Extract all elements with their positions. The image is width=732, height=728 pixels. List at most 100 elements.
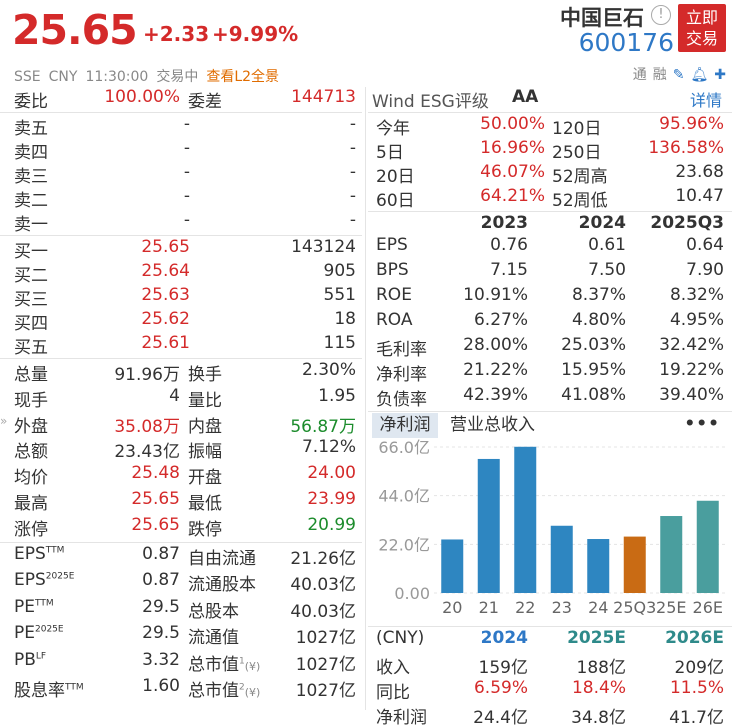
stat-row: 最高 25.65 最低 23.99 xyxy=(0,489,362,515)
ask-list: 卖五 - - 卖四 - - 卖三 - - 卖二 - - 卖一 - - xyxy=(0,114,362,235)
rong-icon[interactable]: 融 xyxy=(652,67,667,83)
valuation-row: PETTM 29.5 总股本 40.03亿 xyxy=(0,597,362,624)
forecast-row: 净利润 24.4亿 34.8亿 41.7亿 xyxy=(368,703,732,728)
ask-price: - xyxy=(183,162,190,182)
profit-bar[interactable] xyxy=(587,539,610,593)
financials-value: 32.42% xyxy=(659,335,724,355)
profit-bar[interactable] xyxy=(550,525,573,593)
trade-button-line2: 交易 xyxy=(685,29,718,48)
financials-label: 负债率 xyxy=(376,390,427,410)
return-value: 10.47 xyxy=(675,186,724,206)
return-label: 5日 xyxy=(376,143,404,163)
valuation-label-text: EPS xyxy=(14,570,46,591)
financials-label: ROA xyxy=(376,310,413,330)
ask-qty: - xyxy=(349,186,356,206)
stat-value: 35.08万 xyxy=(114,416,180,437)
forecast-row: 收入 159亿 188亿 209亿 xyxy=(368,653,732,678)
return-value: 50.00% xyxy=(480,114,545,134)
tab-revenue[interactable]: 营业总收入 xyxy=(450,415,535,435)
stat-label: 量比 xyxy=(188,390,222,411)
divider xyxy=(368,211,732,212)
financials-year: 2025Q3 xyxy=(650,213,724,233)
stock-code: 600176 xyxy=(578,28,674,57)
stock-name: 中国巨石 xyxy=(560,6,644,30)
return-row: 今年 50.00% 120日 95.96% xyxy=(368,114,732,139)
valuation-value: 40.03亿 xyxy=(290,601,356,622)
forecast-value: 41.7亿 xyxy=(669,708,724,728)
financials-value: 8.32% xyxy=(669,285,724,305)
quote-iconbar: 通融 ✎ 🔔︎ ✚ xyxy=(627,64,726,84)
ask-row: 卖三 - - xyxy=(0,162,362,187)
tab-net-profit[interactable]: 净利润 xyxy=(372,413,438,438)
return-label: 52周高 xyxy=(552,167,608,187)
exchange-label: SSE xyxy=(14,69,41,85)
l2-link[interactable]: 查看L2全景 xyxy=(206,69,280,85)
valuation-value: 0.87 xyxy=(142,570,180,591)
quote-subline: SSE CNY 11:30:00 交易中 查看L2全景 xyxy=(14,66,287,86)
stat-label: 总额 xyxy=(14,442,48,463)
profit-bar[interactable] xyxy=(660,516,683,593)
divider xyxy=(0,235,362,236)
tong-icon[interactable]: 通 xyxy=(632,67,647,83)
valuation-label-sup: TTM xyxy=(65,682,84,693)
edit-icon[interactable]: ✎ xyxy=(672,67,685,83)
bid-qty: 18 xyxy=(334,309,356,329)
trade-button-line1: 立即 xyxy=(685,8,718,27)
return-label: 今年 xyxy=(376,119,410,139)
valuation-label: 自由流通 xyxy=(188,544,256,569)
stat-label: 外盘 xyxy=(14,416,48,437)
forecast-year: 2025E xyxy=(567,628,626,648)
forecast-header: (CNY) 2024 2025E 2026E xyxy=(368,628,732,653)
info-icon[interactable]: ! xyxy=(651,5,671,25)
forecast-value: 34.8亿 xyxy=(571,708,626,728)
forecast-year: 2024 xyxy=(480,628,528,648)
valuation-label-sup: TTM xyxy=(35,597,54,608)
return-label: 120日 xyxy=(552,119,602,139)
ratio-label: 委比 xyxy=(14,92,48,112)
stat-row: 现手 4 量比 1.95 xyxy=(0,386,362,412)
valuation-label: 总市值2(¥) xyxy=(188,676,260,701)
trade-now-button[interactable]: 立即 交易 xyxy=(678,4,726,52)
valuation-row: PE2025E 29.5 流通值 1027亿 xyxy=(0,623,362,650)
valuation-label-text: PE xyxy=(14,623,35,644)
x-tick-label: 26E xyxy=(693,598,723,617)
left-panel: 委比 100.00% 委差 144713 卖五 - - 卖四 - - 卖三 - - 卖二 - - 卖一 -… xyxy=(0,87,362,703)
stat-value: 25.65 xyxy=(131,514,180,535)
expand-arrow-icon[interactable]: » xyxy=(0,414,8,428)
stat-row: 均价 25.48 开盘 24.00 xyxy=(0,463,362,489)
bid-price: 25.63 xyxy=(141,285,190,305)
y-tick-label: 22.0亿 xyxy=(378,535,430,554)
forecast-year: 2026E xyxy=(665,628,724,648)
return-value: 46.07% xyxy=(480,162,545,182)
valuation-label: PE2025E xyxy=(14,623,64,643)
divider xyxy=(0,112,362,113)
add-icon[interactable]: ✚ xyxy=(714,67,726,83)
more-icon[interactable]: ••• xyxy=(684,414,720,434)
esg-label: Wind ESG评级 xyxy=(372,92,489,112)
ratio-value: 100.00% xyxy=(104,87,180,107)
profit-bar[interactable] xyxy=(514,446,537,593)
stat-value: 20.99 xyxy=(307,514,356,535)
profit-bar[interactable] xyxy=(441,539,464,593)
price-change: +2.33 xyxy=(143,22,210,46)
return-value: 136.58% xyxy=(648,138,724,158)
financials-row: ROE 10.91% 8.37% 8.32% xyxy=(368,285,732,310)
bid-label: 买五 xyxy=(14,338,48,358)
valuation-label-text: 股息率 xyxy=(14,681,65,702)
stat-label: 内盘 xyxy=(188,416,222,437)
financials-value: 19.22% xyxy=(659,360,724,380)
price-change-pct: +9.99% xyxy=(212,22,299,46)
valuation-label-text: 流通值 xyxy=(188,628,239,649)
profit-bar[interactable] xyxy=(696,500,719,593)
bid-qty: 143124 xyxy=(291,237,356,257)
profit-bar[interactable] xyxy=(623,536,646,593)
valuation-label-text: 总市值 xyxy=(188,681,239,702)
yen-circle-icon: (¥) xyxy=(244,686,261,700)
ask-row: 卖一 - - xyxy=(0,210,362,235)
valuation-label-text: EPS xyxy=(14,543,46,564)
esg-detail-link[interactable]: 详情 xyxy=(689,91,722,110)
profit-bar[interactable] xyxy=(477,458,500,593)
bell-icon[interactable]: 🔔︎ xyxy=(690,67,709,83)
bid-qty: 905 xyxy=(323,261,356,281)
financials-value: 0.76 xyxy=(490,235,528,255)
